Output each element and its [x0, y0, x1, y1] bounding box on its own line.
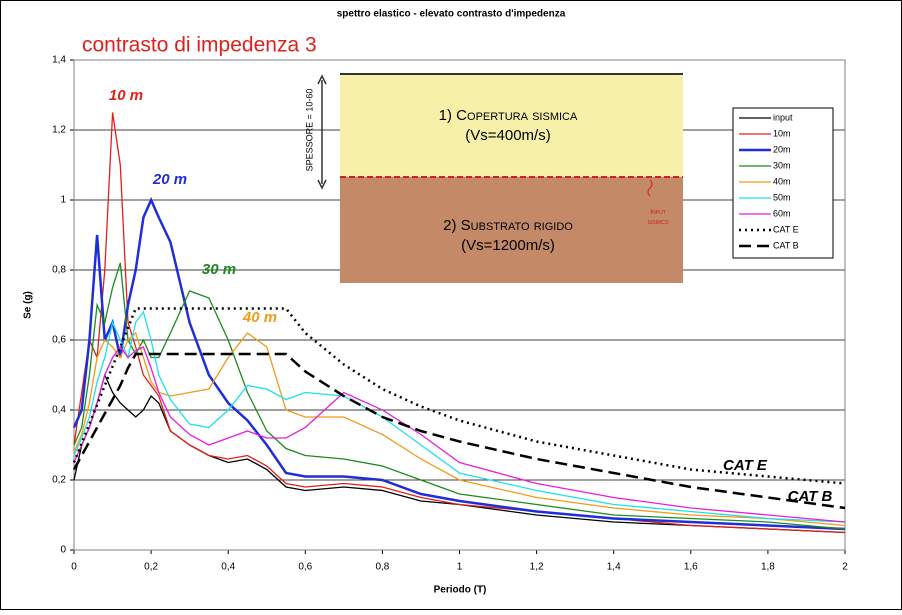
- x-tick-label: 0,6: [298, 562, 312, 573]
- legend-label: 60m: [773, 208, 791, 218]
- y-tick-label: 0,8: [52, 265, 66, 276]
- x-axis-label: Periodo (T): [434, 585, 487, 596]
- inset-text: sismico: [647, 219, 668, 226]
- x-tick-label: 1,4: [607, 562, 621, 573]
- legend-label: 50m: [773, 192, 791, 202]
- chart-subtitle: contrasto di impedenza 3: [82, 34, 317, 57]
- inset-text: Input: [650, 209, 666, 216]
- y-tick-label: 1,2: [52, 125, 66, 136]
- y-tick-label: 0,4: [52, 405, 66, 416]
- annotation: CAT B: [788, 488, 833, 505]
- annotation: 20 m: [152, 171, 187, 188]
- y-tick-label: 0,2: [52, 475, 66, 486]
- inset-text: 2) Substrato rigido: [443, 217, 573, 234]
- inset-diagram: 1) Copertura sismica (Vs=400m/s) 2) Subs…: [304, 73, 683, 283]
- inset-text: 1) Copertura sismica: [439, 107, 578, 124]
- inset-text: SPESSORE = 10-60: [304, 89, 314, 172]
- legend-label: CAT E: [773, 224, 799, 234]
- legend-label: 20m: [773, 144, 791, 154]
- y-axis-label: Se (g): [23, 291, 34, 319]
- y-tick-label: 0: [60, 545, 66, 556]
- x-tick-label: 1,6: [684, 562, 698, 573]
- annotation: CAT E: [723, 457, 768, 474]
- x-tick-label: 1,2: [530, 562, 544, 573]
- x-tick-label: 0,4: [221, 562, 235, 573]
- legend-label: 10m: [773, 128, 791, 138]
- legend-label: input: [773, 112, 793, 122]
- legend-label: 40m: [773, 176, 791, 186]
- legend-label: 30m: [773, 160, 791, 170]
- y-tick-label: 0,6: [52, 335, 66, 346]
- legend-label: CAT B: [773, 240, 799, 250]
- y-tick-label: 1,4: [52, 55, 66, 66]
- annotation: 30 m: [202, 261, 236, 278]
- y-tick-label: 1: [60, 195, 66, 206]
- annotation: 40 m: [242, 309, 277, 326]
- x-tick-label: 0,8: [375, 562, 389, 573]
- annotation: 10 m: [109, 87, 143, 104]
- inset-layer1: [340, 73, 683, 177]
- x-tick-label: 0: [71, 562, 77, 573]
- x-tick-label: 2: [842, 562, 848, 573]
- x-tick-label: 1,8: [761, 562, 775, 573]
- x-tick-label: 1: [457, 562, 463, 573]
- inset-text: (Vs=400m/s): [465, 127, 550, 144]
- chart: spettro elastico - elevato contrasto d'i…: [0, 0, 902, 610]
- chart-title: spettro elastico - elevato contrasto d'i…: [337, 9, 566, 20]
- inset-text: (Vs=1200m/s): [461, 237, 555, 254]
- x-tick-label: 0,2: [144, 562, 158, 573]
